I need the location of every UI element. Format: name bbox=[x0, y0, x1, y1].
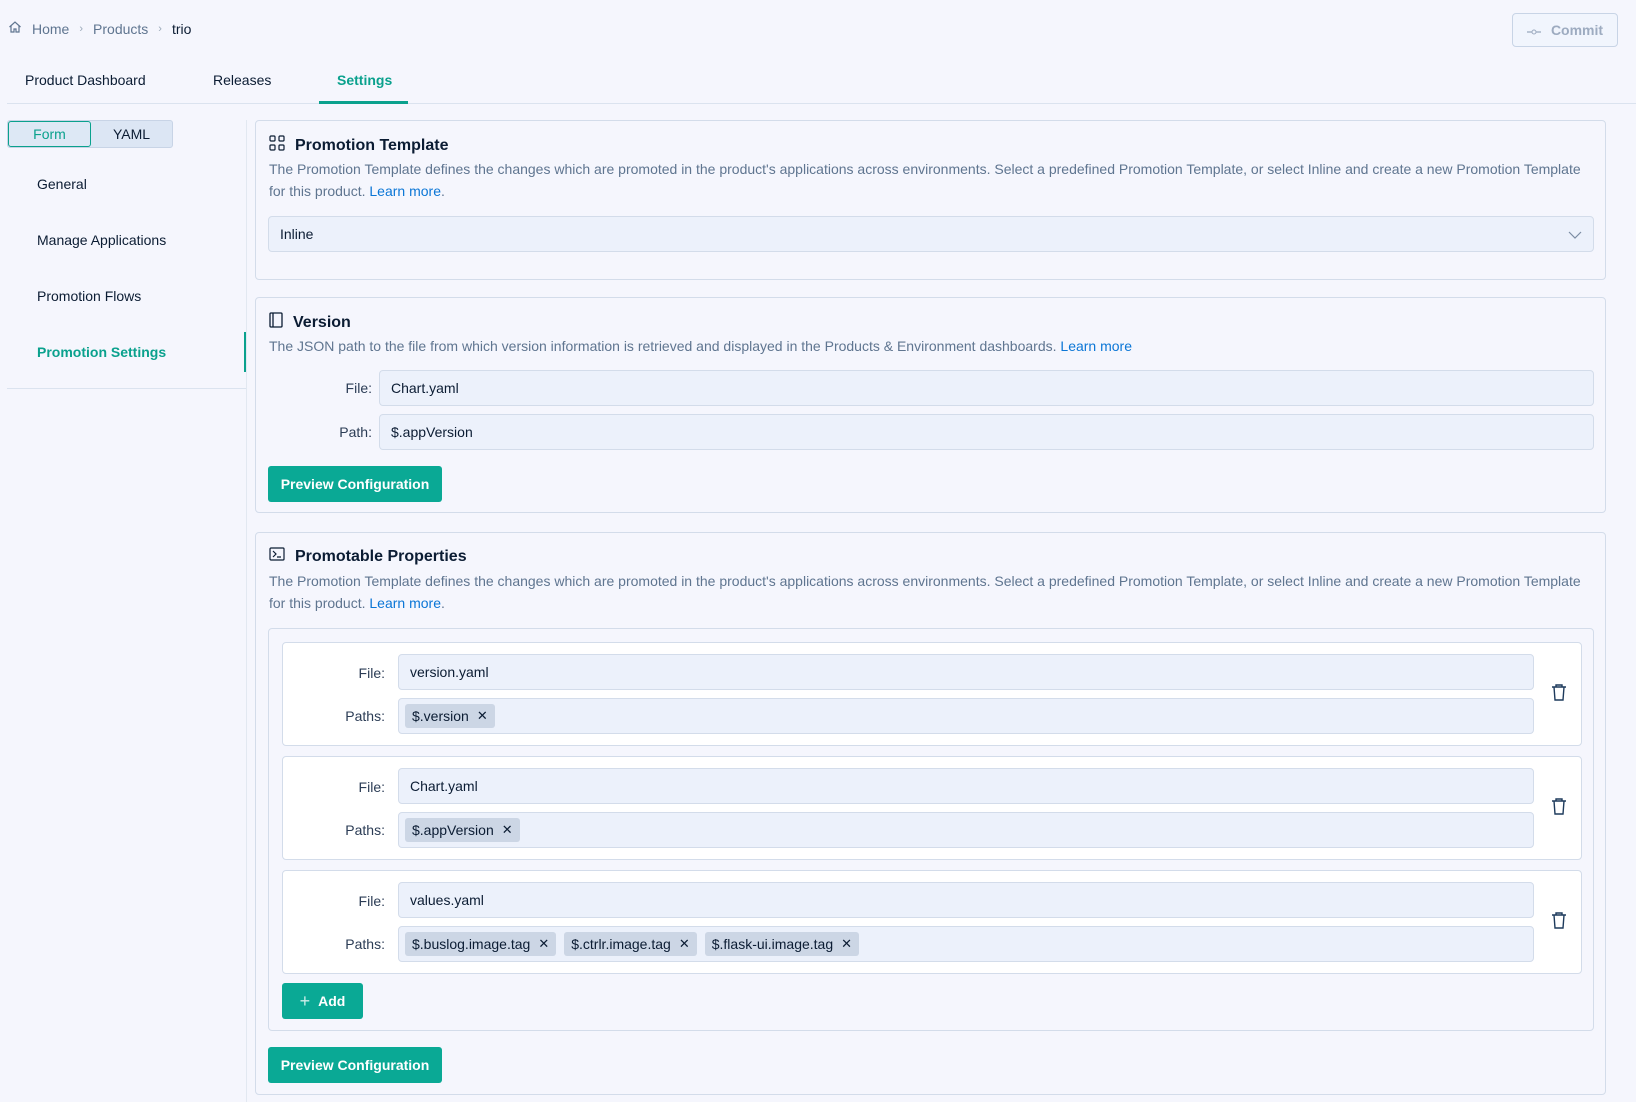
learn-more-link[interactable]: Learn more bbox=[369, 183, 441, 199]
tab-bar: Product Dashboard Releases Settings bbox=[7, 60, 1636, 104]
view-toggle: Form YAML bbox=[7, 120, 173, 148]
card-description: The Promotion Template defines the chang… bbox=[269, 161, 1581, 199]
version-path-input[interactable]: $.appVersion bbox=[379, 414, 1594, 450]
version-card: Version The JSON path to the file from w… bbox=[255, 297, 1606, 513]
file-value: version.yaml bbox=[410, 664, 489, 680]
path-label: Path: bbox=[339, 424, 372, 440]
sidebar-item-promotion-flows[interactable]: Promotion Flows bbox=[37, 288, 142, 304]
sidebar-item-manage-applications[interactable]: Manage Applications bbox=[37, 232, 167, 248]
file-value: Chart.yaml bbox=[391, 380, 459, 396]
card-title: Promotable Properties bbox=[295, 547, 467, 565]
property-paths-input[interactable]: $.appVersion ✕ bbox=[398, 812, 1534, 848]
add-property-button[interactable]: + Add bbox=[282, 983, 363, 1019]
trash-icon[interactable] bbox=[1551, 683, 1567, 704]
commit-button[interactable]: Commit bbox=[1512, 13, 1618, 47]
selected-value: Inline bbox=[280, 226, 314, 242]
breadcrumb-home[interactable]: Home bbox=[32, 20, 70, 37]
trash-icon[interactable] bbox=[1551, 911, 1567, 932]
property-row: File: Chart.yaml Paths: $.appVersion ✕ bbox=[282, 756, 1582, 860]
chevron-right-icon: › bbox=[79, 22, 84, 35]
commit-icon bbox=[1526, 22, 1541, 38]
sidebar-item-promotion-settings[interactable]: Promotion Settings bbox=[37, 344, 167, 360]
chip-label: $.ctrlr.image.tag bbox=[571, 936, 671, 952]
file-icon bbox=[269, 312, 283, 333]
file-label: File: bbox=[358, 893, 385, 909]
promotion-template-card: Promotion Template The Promotion Templat… bbox=[255, 120, 1606, 280]
remove-chip-icon[interactable]: ✕ bbox=[841, 936, 853, 951]
preview-configuration-button[interactable]: Preview Configuration bbox=[268, 466, 442, 502]
card-description: The JSON path to the file from which ver… bbox=[269, 338, 1057, 354]
chip-label: $.appVersion bbox=[412, 822, 494, 838]
file-label: File: bbox=[358, 779, 385, 795]
remove-chip-icon[interactable]: ✕ bbox=[476, 708, 488, 723]
path-value: $.appVersion bbox=[391, 424, 473, 440]
remove-chip-icon[interactable]: ✕ bbox=[678, 936, 690, 951]
paths-label: Paths: bbox=[345, 822, 385, 838]
paths-label: Paths: bbox=[345, 708, 385, 724]
breadcrumb-current: trio bbox=[171, 20, 192, 37]
trash-icon[interactable] bbox=[1551, 797, 1567, 818]
tab-settings[interactable]: Settings bbox=[337, 72, 393, 88]
promotion-template-select[interactable]: Inline bbox=[268, 216, 1594, 252]
sidebar-active-indicator bbox=[244, 332, 246, 372]
terminal-icon bbox=[269, 547, 285, 566]
path-chip: $.flask-ui.image.tag ✕ bbox=[704, 932, 860, 956]
path-chip: $.ctrlr.image.tag ✕ bbox=[564, 932, 697, 956]
property-file-input[interactable]: Chart.yaml bbox=[398, 768, 1534, 804]
form-toggle[interactable]: Form bbox=[8, 121, 91, 147]
preview-configuration-button[interactable]: Preview Configuration bbox=[268, 1047, 442, 1083]
property-file-input[interactable]: version.yaml bbox=[398, 654, 1534, 690]
remove-chip-icon[interactable]: ✕ bbox=[538, 936, 550, 951]
card-title: Version bbox=[293, 313, 351, 331]
remove-chip-icon[interactable]: ✕ bbox=[501, 822, 513, 837]
tab-product-dashboard[interactable]: Product Dashboard bbox=[25, 72, 146, 88]
file-value: values.yaml bbox=[410, 892, 484, 908]
active-tab-indicator bbox=[319, 101, 408, 104]
property-row: File: values.yaml Paths: $.buslog.image.… bbox=[282, 870, 1582, 974]
template-icon bbox=[269, 135, 285, 156]
promotable-properties-card: Promotable Properties The Promotion Temp… bbox=[255, 532, 1606, 1095]
learn-more-link[interactable]: Learn more bbox=[369, 595, 441, 611]
plus-icon: + bbox=[299, 990, 311, 1011]
path-chip: $.version ✕ bbox=[405, 704, 495, 728]
sidebar-border bbox=[246, 120, 247, 1102]
property-row: File: version.yaml Paths: $.version ✕ bbox=[282, 642, 1582, 746]
chevron-right-icon: › bbox=[158, 22, 162, 35]
chip-label: $.flask-ui.image.tag bbox=[711, 936, 834, 952]
path-chip: $.buslog.image.tag ✕ bbox=[405, 932, 557, 956]
property-file-input[interactable]: values.yaml bbox=[398, 882, 1534, 918]
card-title: Promotion Template bbox=[295, 136, 449, 154]
tab-releases[interactable]: Releases bbox=[213, 72, 272, 88]
property-paths-input[interactable]: $.buslog.image.tag ✕ $.ctrlr.image.tag ✕ $.f… bbox=[398, 926, 1534, 962]
version-file-input[interactable]: Chart.yaml bbox=[379, 370, 1594, 406]
breadcrumb: Home › Products › trio bbox=[8, 20, 191, 37]
sidebar-item-general[interactable]: General bbox=[37, 176, 87, 192]
chip-label: $.version bbox=[412, 708, 469, 724]
sidebar-divider bbox=[7, 388, 246, 389]
yaml-toggle[interactable]: YAML bbox=[112, 126, 151, 142]
property-paths-input[interactable]: $.version ✕ bbox=[398, 698, 1534, 734]
commit-label: Commit bbox=[1550, 22, 1604, 38]
file-label: File: bbox=[358, 665, 385, 681]
chevron-down-icon bbox=[1568, 226, 1582, 242]
path-chip: $.appVersion ✕ bbox=[405, 818, 520, 842]
properties-list: File: version.yaml Paths: $.version ✕ Fil… bbox=[268, 628, 1594, 1031]
paths-label: Paths: bbox=[345, 936, 385, 952]
breadcrumb-products[interactable]: Products bbox=[93, 20, 149, 37]
file-value: Chart.yaml bbox=[410, 778, 478, 794]
card-description: The Promotion Template defines the chang… bbox=[269, 573, 1581, 611]
learn-more-link[interactable]: Learn more bbox=[1060, 338, 1132, 354]
file-label: File: bbox=[345, 380, 372, 396]
chip-label: $.buslog.image.tag bbox=[412, 936, 531, 952]
add-label: Add bbox=[318, 993, 346, 1009]
home-icon[interactable] bbox=[8, 20, 22, 37]
